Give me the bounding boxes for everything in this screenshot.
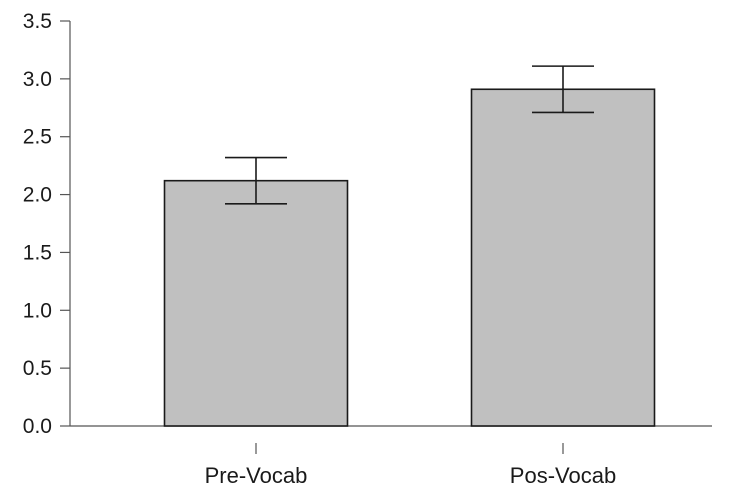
bars (163, 88, 656, 427)
y-tick-label: 1.5 (23, 241, 52, 264)
y-tick-label: 2.0 (23, 184, 52, 207)
y-tick-label: 3.5 (23, 10, 52, 33)
y-tick-label: 0.5 (23, 357, 52, 380)
error-bars (225, 65, 594, 205)
y-tick-label: 1.0 (23, 299, 52, 322)
bar-pre-vocab (163, 179, 349, 427)
x-axis: Pre-Vocab Pos-Vocab (70, 425, 712, 488)
x-tick-label: Pos-Vocab (510, 463, 616, 488)
y-axis: 0.0 0.5 1.0 1.5 2.0 2.5 3.0 3.5 (23, 10, 71, 438)
y-tick-label: 2.5 (23, 126, 52, 149)
x-tick-label: Pre-Vocab (205, 463, 308, 488)
y-tick-label: 0.0 (23, 415, 52, 438)
y-tick-label: 3.0 (23, 68, 52, 91)
bar-pos-vocab (470, 88, 656, 427)
